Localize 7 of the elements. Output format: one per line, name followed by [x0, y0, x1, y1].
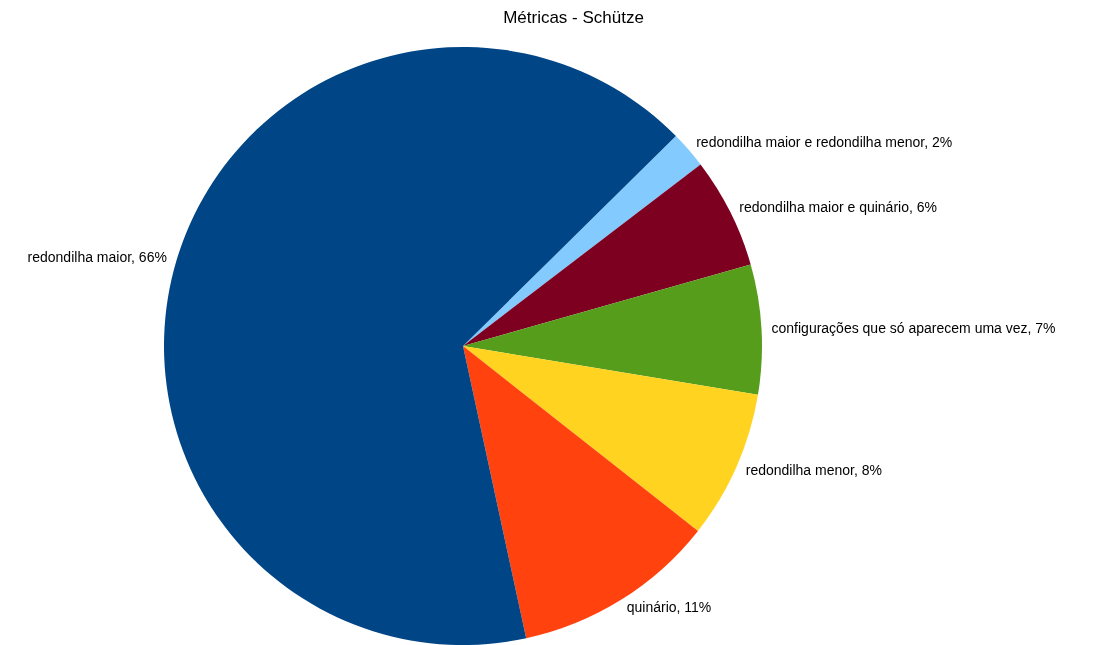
slice-label: redondilha maior, 66%: [27, 248, 167, 265]
chart-title: Métricas - Schütze: [503, 7, 644, 27]
slice-label: redondilha maior e quinário, 6%: [739, 198, 937, 215]
slice-label: configurações que só aparecem uma vez, 7%: [771, 319, 1056, 336]
slice-label: redondilha menor, 8%: [745, 461, 882, 478]
slice-label: quinário, 11%: [626, 598, 712, 615]
slice-label: redondilha maior e redondilha menor, 2%: [696, 134, 953, 151]
